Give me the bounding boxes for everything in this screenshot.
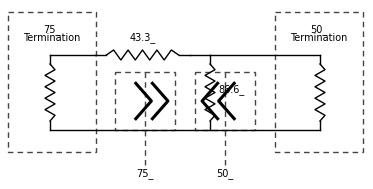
Text: 75_: 75_ [136, 168, 154, 179]
Text: 50_: 50_ [216, 168, 233, 179]
Text: 50_: 50_ [310, 24, 327, 35]
Text: 43.3_: 43.3_ [129, 32, 156, 43]
Text: 86.6_: 86.6_ [218, 84, 244, 95]
Text: Termination: Termination [290, 33, 348, 43]
Text: 75_: 75_ [43, 24, 61, 35]
Text: Termination: Termination [23, 33, 81, 43]
